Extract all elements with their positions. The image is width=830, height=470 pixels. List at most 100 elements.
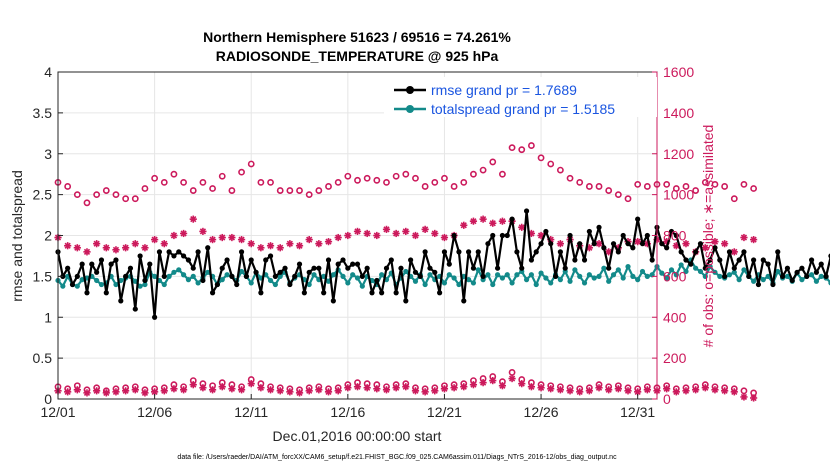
obs-assimilated-lower-marker-stroke bbox=[460, 383, 467, 390]
totalspread-point bbox=[775, 268, 781, 275]
obs-assimilated-lower-marker-stroke bbox=[479, 379, 487, 386]
rmse-point bbox=[69, 281, 76, 288]
rmse-point bbox=[659, 241, 665, 247]
rmse-point bbox=[485, 241, 491, 247]
obs-possible-marker bbox=[102, 187, 110, 194]
obs-possible-marker bbox=[93, 191, 101, 199]
obs-assimilated-lower-marker bbox=[730, 388, 738, 396]
obs-assimilated-marker-stroke bbox=[238, 236, 245, 243]
rmse-point bbox=[383, 265, 390, 271]
obs-assimilated-lower-marker bbox=[431, 387, 439, 395]
obs-possible-marker bbox=[431, 178, 439, 186]
y-left-tick-label: 4 bbox=[44, 64, 52, 80]
rmse-point bbox=[330, 298, 336, 304]
rmse-point bbox=[717, 257, 723, 263]
obs-possible-marker bbox=[663, 181, 671, 188]
obs-assimilated-lower-marker bbox=[276, 387, 284, 395]
obs-possible-marker bbox=[576, 178, 584, 186]
totalspread-point bbox=[799, 277, 805, 283]
totalspread-point bbox=[311, 272, 317, 278]
obs-assimilated-lower-marker bbox=[73, 386, 81, 394]
obs-possible-marker bbox=[730, 195, 738, 203]
rmse-point bbox=[166, 249, 172, 255]
obs-assimilated-marker-stroke bbox=[306, 236, 313, 243]
obs-assimilated-lower-marker bbox=[170, 385, 178, 393]
obs-assimilated-marker-stroke bbox=[112, 246, 120, 253]
obs-assimilated-marker-stroke bbox=[180, 230, 187, 237]
rmse-point bbox=[494, 265, 501, 271]
obs-assimilated-lower-marker-stroke bbox=[103, 389, 110, 396]
rmse-point bbox=[504, 232, 510, 239]
y-right-tick-label: 0 bbox=[663, 391, 671, 407]
obs-assimilated-lower-marker-stroke bbox=[402, 383, 409, 390]
obs-possible-marker bbox=[740, 181, 748, 188]
obs-possible-marker bbox=[566, 174, 574, 182]
obs-assimilated-marker bbox=[170, 231, 178, 240]
obs-assimilated-marker-stroke bbox=[489, 220, 496, 227]
totalspread-point bbox=[219, 277, 225, 283]
rmse-point bbox=[417, 273, 423, 279]
obs-assimilated-lower-marker-stroke bbox=[364, 384, 371, 391]
obs-assimilated-lower-marker-stroke bbox=[219, 383, 226, 390]
obs-possible-marker bbox=[112, 191, 120, 199]
totalspread-point bbox=[345, 280, 351, 286]
obs-possible-marker bbox=[518, 146, 526, 154]
totalspread-point bbox=[625, 263, 631, 270]
totalspread-point bbox=[678, 262, 684, 268]
obs-assimilated-lower-marker bbox=[141, 389, 149, 397]
totalspread-point bbox=[427, 272, 433, 278]
y-left-tick-label: 3 bbox=[44, 146, 52, 162]
obs-assimilated-marker bbox=[247, 240, 255, 248]
obs-assimilated-lower-marker-stroke bbox=[74, 386, 81, 393]
rmse-point bbox=[475, 249, 481, 255]
obs-possible-marker bbox=[209, 185, 216, 192]
obs-assimilated-marker bbox=[392, 229, 400, 238]
footer-data-file: data file: /Users/raeder/DAI/ATM_forcXX/… bbox=[177, 454, 617, 461]
obs-assimilated-lower-marker bbox=[257, 384, 265, 392]
obs-assimilated-marker-stroke bbox=[586, 244, 593, 251]
obs-assimilated-marker-stroke bbox=[479, 216, 487, 223]
rmse-point bbox=[437, 290, 443, 296]
obs-possible-marker bbox=[441, 174, 448, 182]
obs-assimilated-lower-marker-stroke bbox=[277, 387, 284, 394]
obs-assimilated-lower-marker-stroke bbox=[537, 384, 545, 391]
rmse-point bbox=[65, 265, 71, 271]
obs-assimilated-lower-marker bbox=[315, 386, 323, 394]
obs-assimilated-lower-marker-stroke bbox=[238, 386, 245, 393]
obs-assimilated-lower-marker-stroke bbox=[161, 387, 168, 394]
chart-title-line1: Northern Hemisphere 51623 / 69516 = 74.2… bbox=[203, 29, 511, 45]
rmse-point bbox=[374, 277, 380, 284]
obs-assimilated-marker bbox=[489, 219, 497, 227]
totalspread-point bbox=[60, 283, 66, 289]
obs-assimilated-lower-marker-stroke bbox=[470, 381, 477, 388]
rmse-point bbox=[127, 265, 134, 271]
rmse-point bbox=[688, 261, 694, 267]
obs-assimilated-lower-marker bbox=[537, 384, 545, 392]
rmse-point bbox=[214, 281, 221, 288]
obs-assimilated-lower-marker bbox=[672, 388, 680, 396]
rmse-point bbox=[142, 277, 148, 284]
obs-assimilated-marker bbox=[363, 229, 371, 238]
obs-assimilated-marker-stroke bbox=[325, 238, 332, 245]
rmse-point bbox=[567, 232, 573, 239]
obs-assimilated-marker bbox=[730, 248, 738, 256]
rmse-point bbox=[765, 261, 771, 267]
obs-assimilated-lower-marker bbox=[663, 385, 671, 393]
obs-assimilated-lower-marker-stroke bbox=[344, 384, 351, 391]
obs-assimilated-marker bbox=[266, 242, 275, 250]
obs-assimilated-marker-stroke bbox=[557, 240, 564, 247]
obs-possible-marker bbox=[73, 191, 81, 199]
obs-assimilated-lower-marker bbox=[160, 387, 168, 395]
obs-assimilated-lower-marker bbox=[489, 377, 497, 385]
y-right-tick-label: 1000 bbox=[663, 187, 694, 203]
x-tick-label: 12/26 bbox=[524, 404, 559, 420]
obs-assimilated-lower-marker bbox=[595, 384, 603, 392]
rmse-point bbox=[393, 290, 399, 296]
rmse-point bbox=[422, 249, 428, 255]
obs-assimilated-lower-marker-stroke bbox=[451, 384, 458, 391]
totalspread-point bbox=[350, 272, 356, 278]
rmse-point bbox=[480, 273, 486, 279]
totalspread-point bbox=[137, 283, 143, 289]
obs-possible-marker bbox=[373, 176, 381, 184]
rmse-point bbox=[301, 290, 307, 296]
